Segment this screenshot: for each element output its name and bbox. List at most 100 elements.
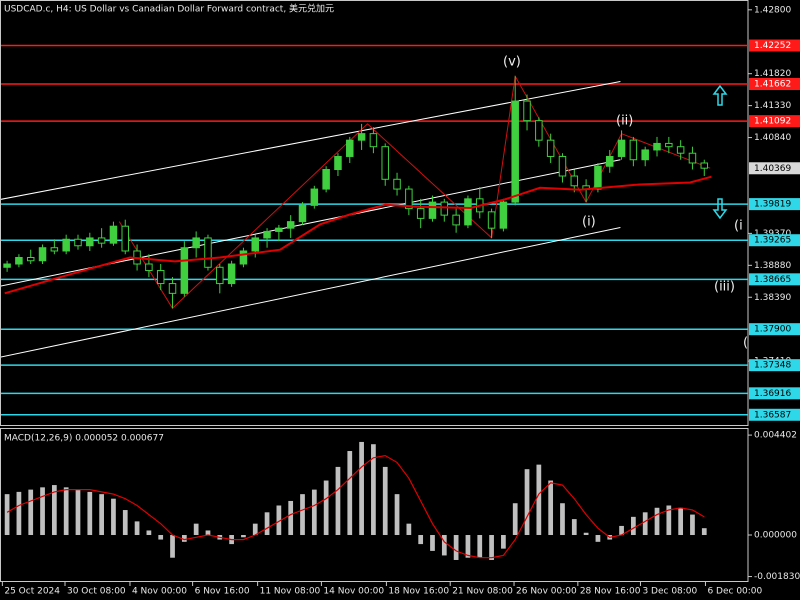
macd-bar — [477, 535, 483, 558]
candle-body — [263, 230, 271, 239]
wave-label: (i) — [582, 215, 596, 230]
last-price-tag — [749, 162, 800, 175]
macd-bar — [99, 494, 104, 536]
macd-bar — [146, 530, 152, 536]
candle-body — [310, 188, 319, 206]
macd-bar — [359, 441, 364, 536]
y-tick-label: 1.38390 — [754, 293, 791, 303]
macd-bar — [548, 480, 554, 536]
macd-bar — [181, 535, 187, 542]
candle-body — [121, 225, 130, 252]
candle-body — [251, 237, 259, 252]
candle-body — [286, 221, 295, 229]
macd-bar — [430, 535, 435, 551]
x-tick-label: 30 Oct 08:00 — [67, 587, 126, 597]
wave-label: (iii) — [714, 280, 735, 295]
candle-body — [50, 247, 59, 252]
wave-label: ( — [743, 336, 748, 351]
down-arrow-icon — [712, 198, 728, 220]
y-tick-label: 0.004402 — [754, 431, 797, 441]
macd-bar — [595, 535, 601, 542]
level-tag — [749, 234, 800, 247]
x-tick-label: 21 Nov 08:00 — [452, 587, 513, 597]
plot-layer: 1.42800 1.41820 1.41330 1.40840 1.39370 1.388… — [1, 5, 800, 597]
candle-body — [74, 238, 82, 247]
price-panel-frame — [0, 0, 749, 426]
macd-bar — [583, 532, 589, 536]
candle-body — [405, 188, 413, 210]
y-tick-label: 1.41330 — [754, 101, 791, 111]
macd-bar — [418, 535, 424, 545]
macd-bar — [28, 489, 34, 536]
level-tag — [749, 273, 800, 286]
macd-panel-frame — [0, 428, 749, 582]
macd-title: MACD(12,26,9) 0.000052 0.000677 — [4, 434, 164, 444]
candle-body — [487, 211, 496, 229]
macd-bar — [122, 510, 128, 536]
macd-bar — [241, 535, 246, 538]
macd-bar — [453, 535, 459, 560]
candle-body — [227, 263, 236, 285]
candle-body — [570, 175, 579, 187]
macd-bar — [347, 451, 353, 536]
macd-bar — [678, 507, 684, 536]
macd-bar — [406, 523, 412, 536]
x-tick-label: 11 Nov 08:00 — [260, 587, 321, 597]
macd-bar — [40, 487, 45, 536]
candle-body — [688, 152, 697, 164]
signal-line — [6, 454, 705, 559]
macd-bar — [252, 523, 258, 536]
macd-bar — [524, 469, 530, 536]
level-label: 1.39265 — [754, 236, 791, 246]
candle-body — [546, 139, 555, 157]
candle-body — [511, 100, 519, 203]
candle-body — [665, 142, 673, 148]
candle-body — [653, 142, 661, 151]
macd-bar — [701, 528, 707, 536]
macd-bar — [51, 485, 57, 536]
x-tick-label: 14 Nov 00:00 — [323, 587, 384, 597]
candle-body — [156, 270, 165, 285]
candle-body — [180, 247, 189, 294]
candle-body — [676, 146, 685, 154]
macd-bar — [288, 500, 294, 536]
candle-body — [357, 133, 366, 141]
candle-body — [346, 139, 354, 157]
candle-body — [145, 263, 153, 272]
macd-bar — [4, 494, 10, 536]
level-tag — [749, 359, 800, 372]
x-tick-label: 4 Nov 00:00 — [132, 587, 187, 597]
candle-body — [109, 225, 118, 244]
macd-bar — [75, 489, 81, 536]
macd-bar — [111, 498, 116, 536]
chart-title: USDCAD.c, H4: US Dollar vs Canadian Doll… — [4, 3, 334, 15]
candle-body — [605, 155, 614, 167]
candle-body — [216, 266, 224, 285]
macd-bar — [205, 530, 211, 536]
level-tag — [749, 408, 800, 421]
candle-body — [239, 250, 248, 265]
macd-bar — [63, 487, 69, 536]
macd-bar — [311, 489, 317, 536]
price-plot — [1, 44, 748, 416]
candle-body — [369, 133, 378, 148]
candle-body — [416, 208, 425, 219]
x-tick-label: 6 Dec 00:00 — [707, 587, 762, 597]
level-tag — [749, 77, 800, 90]
wave-label: (v) — [503, 55, 521, 70]
candle-body — [275, 227, 283, 232]
y-tick-label: 0.000000 — [754, 531, 797, 541]
moving-average — [4, 175, 712, 295]
trend-line — [1, 227, 621, 358]
level-label: 1.41092 — [754, 117, 791, 127]
candle-body — [86, 237, 94, 247]
candle-body — [558, 155, 567, 177]
level-tag — [749, 115, 800, 128]
macd-bar — [631, 516, 636, 536]
candle-body — [499, 201, 508, 229]
y-tick-label: 1.41820 — [754, 69, 791, 79]
macd-bar — [276, 505, 282, 536]
level-label: 1.42252 — [754, 41, 791, 51]
